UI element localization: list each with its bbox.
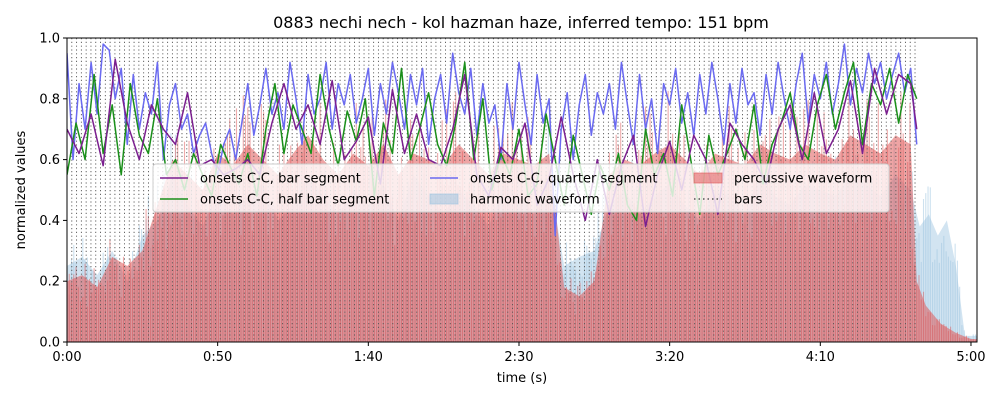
y-axis-label: normalized values xyxy=(14,130,29,249)
legend-label: onsets C-C, quarter segment xyxy=(470,172,657,187)
y-tick-label: 0.0 xyxy=(39,336,60,351)
legend-label: percussive waveform xyxy=(734,172,872,187)
legend-item: bars xyxy=(694,193,763,208)
x-axis-label: time (s) xyxy=(497,371,547,386)
legend-item: onsets C-C, half bar segment xyxy=(160,193,389,208)
legend-item: harmonic waveform xyxy=(429,193,600,208)
y-axis: 0.0 0.2 0.4 0.6 0.8 1.0 xyxy=(39,32,67,351)
x-tick-label: 1:40 xyxy=(354,350,383,365)
x-tick-label: 5:00 xyxy=(956,350,985,365)
legend-swatch xyxy=(429,193,459,205)
legend-label: harmonic waveform xyxy=(470,193,600,208)
x-tick-label: 3:20 xyxy=(655,350,684,365)
series-onsets-c-c-quarter-segment xyxy=(67,43,918,237)
legend-label: onsets C-C, bar segment xyxy=(200,172,361,187)
legend-label: bars xyxy=(734,193,763,208)
chart-title: 0883 nechi nech - kol hazman haze, infer… xyxy=(273,13,769,32)
x-axis: 0:00 0:50 1:40 2:30 3:20 4:10 5:00 xyxy=(52,342,986,365)
y-tick-label: 0.4 xyxy=(39,214,60,229)
y-tick-label: 0.2 xyxy=(39,275,60,290)
legend-swatch xyxy=(693,172,723,184)
legend-label: onsets C-C, half bar segment xyxy=(200,193,389,208)
legend: onsets C-C, bar segment onsets C-C, half … xyxy=(152,163,890,213)
legend-item: onsets C-C, quarter segment xyxy=(430,172,657,187)
x-tick-label: 0:50 xyxy=(203,350,232,365)
y-tick-label: 0.6 xyxy=(39,153,60,168)
plot-frame xyxy=(66,37,978,343)
x-tick-label: 0:00 xyxy=(52,350,81,365)
x-tick-label: 2:30 xyxy=(504,350,533,365)
legend-item: onsets C-C, bar segment xyxy=(160,172,361,187)
legend-item: percussive waveform xyxy=(693,172,872,187)
y-tick-label: 1.0 xyxy=(39,32,60,47)
x-tick-label: 4:10 xyxy=(806,350,835,365)
y-tick-label: 0.8 xyxy=(39,92,60,107)
